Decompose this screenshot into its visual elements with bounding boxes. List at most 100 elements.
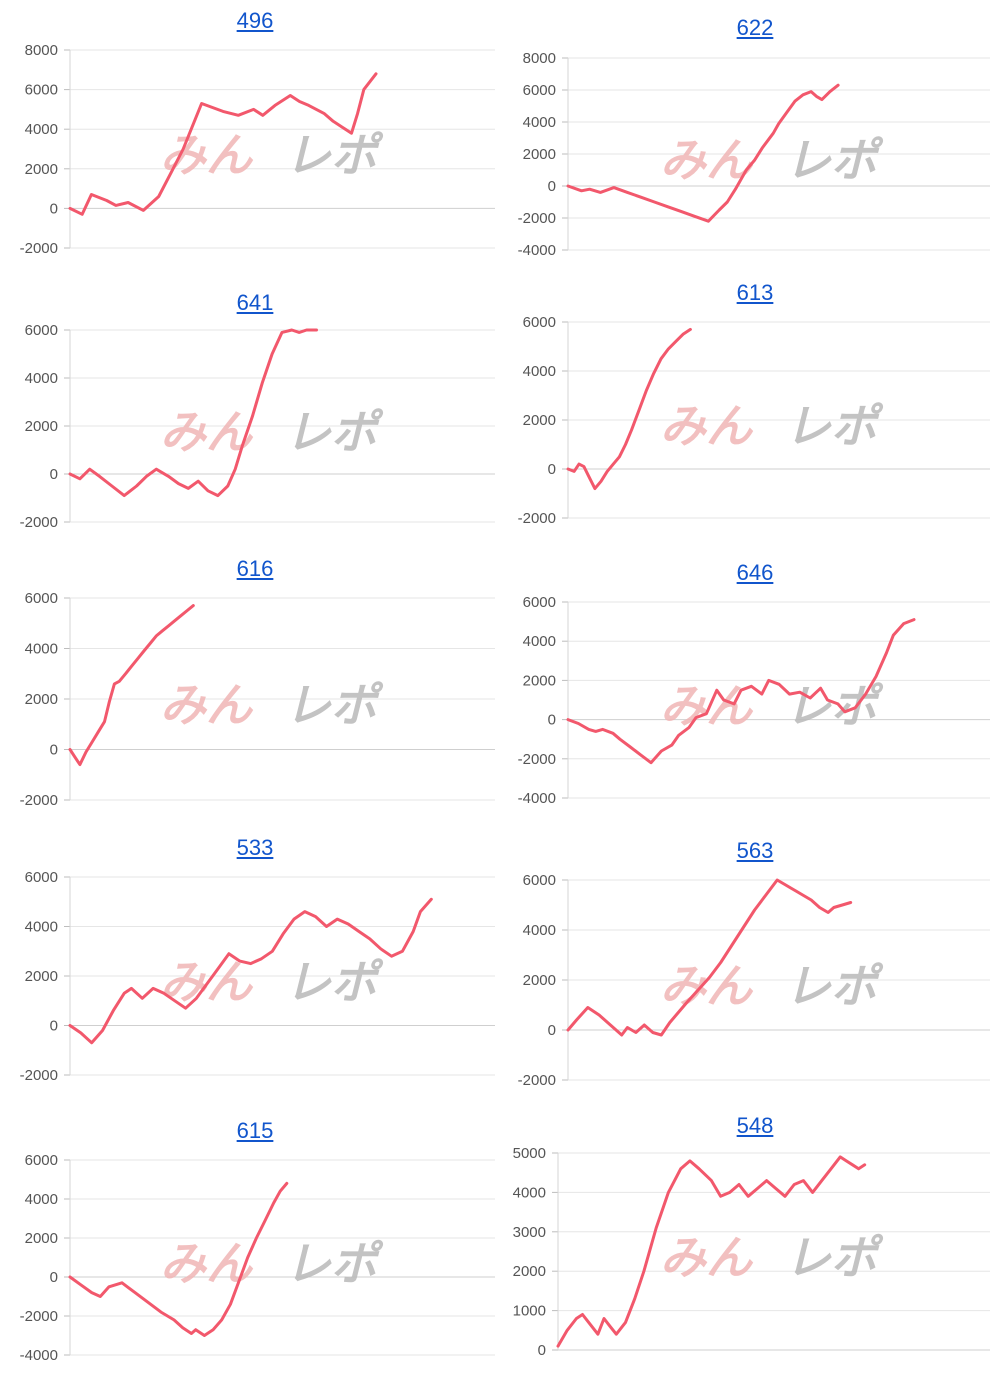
chart-title-link[interactable]: 616 [236,556,274,581]
y-tick-label: -2000 [518,210,556,227]
chart-title-link[interactable]: 622 [736,15,774,40]
watermark-logo-left: みん [660,679,754,733]
watermark-logo-left: みん [660,959,754,1013]
y-tick-label: 4000 [523,363,556,380]
chart-title-link[interactable]: 548 [736,1113,774,1138]
y-tick-label: -2000 [518,751,556,768]
y-tick-label: 2000 [523,672,556,689]
y-tick-label: 2000 [25,968,58,985]
series-line [68,72,378,216]
y-tick-label: 6000 [523,82,556,99]
y-tick-label: 2000 [513,1263,546,1280]
watermark-logo-right: レポ [785,399,884,453]
y-tick-label: 0 [50,466,58,483]
y-tick-label: 8000 [25,42,58,59]
y-tick-label: -2000 [20,514,58,531]
y-tick-label: 4000 [513,1184,546,1201]
watermark-logo-right: レポ [785,1231,884,1285]
y-tick-label: 4000 [25,121,58,138]
watermark-logo-right: レポ [285,678,384,732]
watermark-logo-left: みん [660,399,754,453]
y-tick-label: 6000 [25,1152,58,1169]
y-tick-label: 0 [50,1269,58,1286]
y-tick-label: 2000 [25,161,58,178]
y-tick-label: 2000 [523,972,556,989]
y-tick-label: -2000 [20,1067,58,1084]
y-tick-label: -2000 [20,1308,58,1325]
chart-title-link[interactable]: 496 [236,8,274,33]
y-tick-label: -2000 [20,240,58,257]
y-tick-label: 2000 [523,146,556,163]
y-tick-label: 5000 [513,1145,546,1162]
chart-title-link[interactable]: 563 [736,838,774,863]
y-tick-label: -2000 [518,510,556,527]
series-line [68,1181,289,1337]
y-tick-label: -4000 [518,242,556,259]
series-line [566,618,916,765]
y-tick-label: 6000 [523,872,556,889]
y-tick-label: 6000 [25,82,58,99]
watermark-logo-left: みん [160,405,254,459]
y-tick-label: 2000 [25,691,58,708]
y-tick-label: -2000 [20,792,58,809]
y-tick-label: 6000 [523,314,556,331]
series-line [556,1155,867,1348]
watermark-logo-right: レポ [285,405,384,459]
y-tick-label: 0 [548,712,556,729]
y-tick-label: 6000 [25,590,58,607]
y-tick-label: 1000 [513,1303,546,1320]
chart-title-link[interactable]: 646 [736,560,774,585]
y-tick-label: 2000 [25,1230,58,1247]
series-line [68,604,195,767]
y-tick-label: 4000 [25,1191,58,1208]
series-line [68,897,433,1045]
series-line [566,878,853,1037]
y-tick-label: 4000 [25,641,58,658]
chart-title-link[interactable]: 613 [736,280,774,305]
y-tick-label: 0 [548,178,556,195]
y-tick-label: 2000 [523,412,556,429]
y-tick-label: 3000 [513,1224,546,1241]
y-tick-label: 4000 [25,919,58,936]
y-tick-label: 0 [548,461,556,478]
y-tick-label: 6000 [523,594,556,611]
y-tick-label: 0 [548,1022,556,1039]
y-tick-label: 4000 [523,633,556,650]
chart-title-link[interactable]: 533 [236,835,274,860]
y-tick-label: 6000 [25,869,58,886]
series-line [68,328,318,498]
chart-title-link[interactable]: 641 [236,290,274,315]
watermark-logo-right: レポ [785,959,884,1013]
watermark-logo-left: みん [660,1231,754,1285]
y-tick-label: -4000 [518,790,556,807]
y-tick-label: -4000 [20,1347,58,1364]
watermark-logo-left: みん [660,133,754,187]
watermark-logo-right: レポ [285,955,384,1009]
y-tick-label: 0 [50,742,58,759]
y-tick-label: 4000 [25,370,58,387]
watermark-logo-right: レポ [785,133,884,187]
chart-title-link[interactable]: 615 [236,1118,274,1143]
y-tick-label: 0 [50,1018,58,1035]
y-tick-label: 2000 [25,418,58,435]
watermark-logo-left: みん [160,678,254,732]
